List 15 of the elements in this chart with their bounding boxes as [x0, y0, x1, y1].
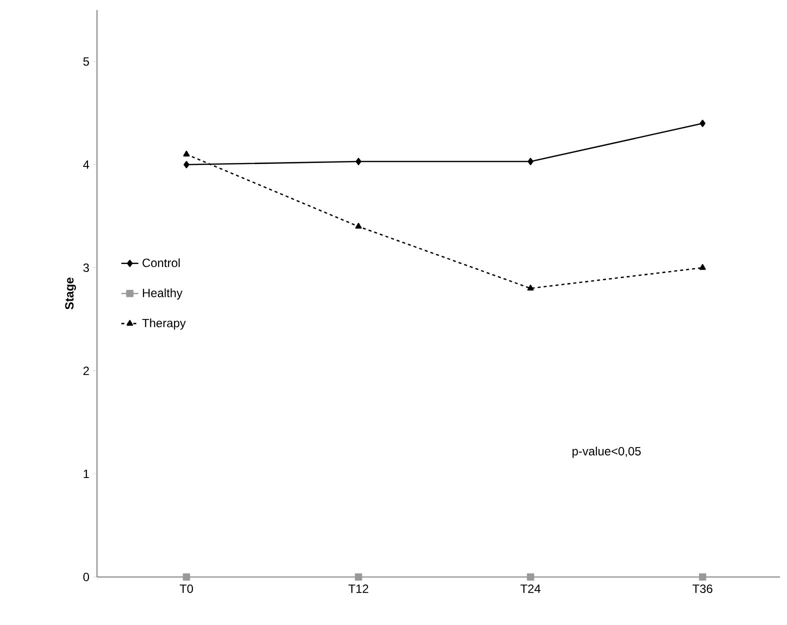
y-tick-label: 5: [83, 57, 89, 66]
y-tick-label: 0: [83, 572, 90, 582]
legend-label: Control: [142, 258, 180, 268]
x-tick-label: T24: [520, 584, 540, 593]
legend-label: Healthy: [142, 288, 182, 300]
y-axis-title: Stage: [65, 278, 76, 310]
x-tick-label: T36: [692, 584, 712, 593]
legend-label: Therapy: [142, 318, 186, 330]
annotation: p-value<0,05: [572, 446, 641, 458]
x-tick-label: T0: [180, 584, 193, 593]
y-tick-label: 4: [83, 160, 90, 169]
y-tick-label: 1: [84, 470, 89, 478]
y-tick-label: 2: [83, 366, 89, 375]
x-tick-label: T12: [348, 584, 368, 593]
y-tick-label: 3: [83, 263, 89, 272]
